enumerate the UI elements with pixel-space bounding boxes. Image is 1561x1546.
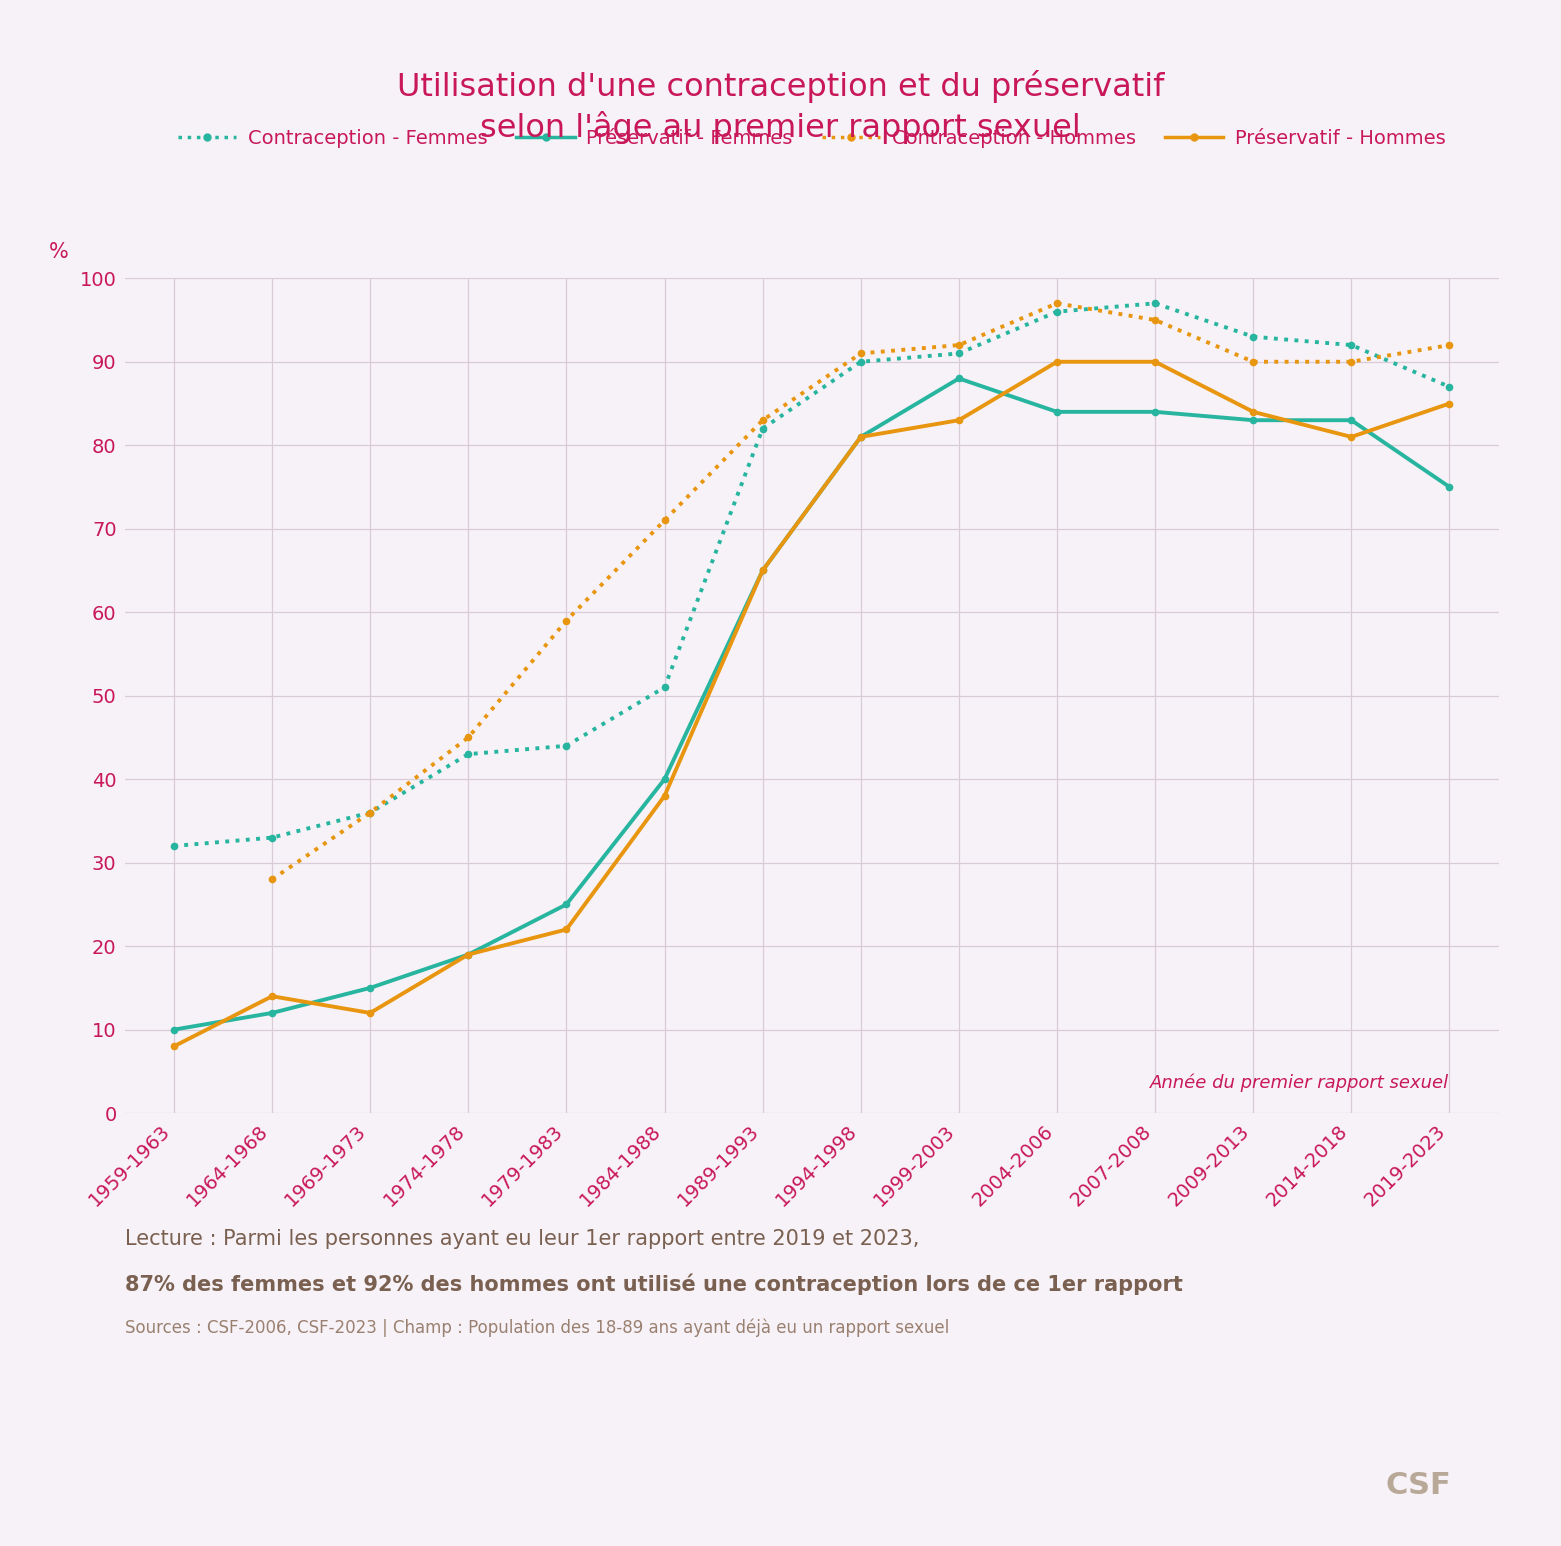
Legend: Contraception - Femmes, Préservatif - Femmes, Contraception - Hommes, Préservati: Contraception - Femmes, Préservatif - Fe… <box>170 121 1453 156</box>
Text: Année du premier rapport sexuel: Année du premier rapport sexuel <box>1150 1074 1450 1091</box>
Text: 87% des femmes et 92% des hommes ont utilisé une contraception lors de ce 1er ra: 87% des femmes et 92% des hommes ont uti… <box>125 1274 1183 1296</box>
Text: Lecture : Parmi les personnes ayant eu leur 1er rapport entre 2019 et 2023,: Lecture : Parmi les personnes ayant eu l… <box>125 1229 919 1249</box>
Text: CSF: CSF <box>1386 1470 1452 1500</box>
Text: Utilisation d'une contraception et du préservatif: Utilisation d'une contraception et du pr… <box>396 70 1165 102</box>
Text: selon l'âge au premier rapport sexuel: selon l'âge au premier rapport sexuel <box>481 111 1080 144</box>
Text: %: % <box>50 241 69 261</box>
Text: Sources : CSF-2006, CSF-2023 | Champ : Population des 18-89 ans ayant déjà eu un: Sources : CSF-2006, CSF-2023 | Champ : P… <box>125 1319 949 1337</box>
